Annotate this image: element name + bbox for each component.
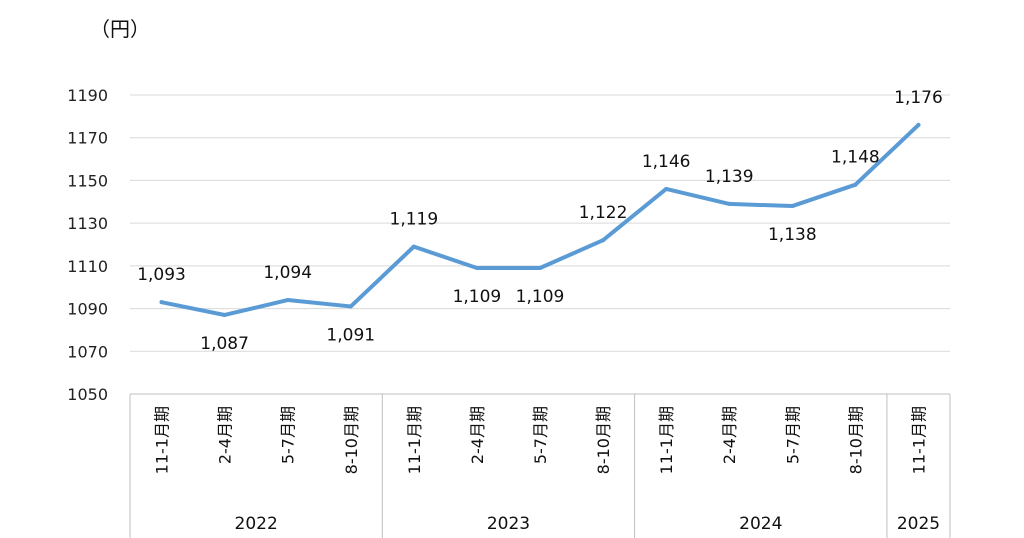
data-label: 1,087	[200, 334, 249, 354]
data-point	[601, 238, 606, 243]
x-tick-label: 11-1月期	[153, 406, 172, 474]
data-point	[916, 122, 921, 127]
data-label: 1,091	[326, 325, 375, 345]
data-label: 1,119	[390, 210, 439, 230]
year-group-label: 2025	[897, 514, 940, 534]
x-tick-label: 2-4月期	[468, 406, 487, 464]
data-point	[411, 244, 416, 249]
x-tick-label: 8-10月期	[342, 406, 361, 474]
y-tick-label: 1190	[67, 86, 108, 105]
data-label: 1,109	[516, 287, 565, 307]
y-tick-label: 1130	[67, 214, 108, 233]
year-group-label: 2024	[739, 514, 782, 534]
data-point	[664, 186, 669, 191]
x-tick-label: 8-10月期	[594, 406, 613, 474]
x-tick-label: 8-10月期	[846, 406, 865, 474]
data-point	[853, 182, 858, 187]
data-label: 1,146	[642, 152, 691, 172]
data-label: 1,139	[705, 167, 754, 187]
x-tick-label: 11-1月期	[909, 406, 928, 474]
data-label: 1,093	[137, 265, 186, 285]
x-tick-label: 11-1月期	[657, 406, 676, 474]
data-label: 1,176	[894, 88, 943, 108]
data-point	[285, 298, 290, 303]
data-point	[727, 201, 732, 206]
data-point	[159, 300, 164, 305]
data-point	[538, 265, 542, 270]
category-axis: 2022 2023 2024 2025 11-1月期 2-4月期 5-7月期 8-10月期 11…	[129, 394, 951, 538]
y-axis-unit-label: （円）	[90, 17, 150, 41]
data-label: 1,109	[453, 287, 502, 307]
data-label: 1,122	[579, 203, 628, 223]
year-group-label: 2022	[235, 514, 278, 534]
y-tick-label: 1070	[67, 342, 108, 361]
x-tick-label: 2-4月期	[720, 406, 739, 464]
series-group	[159, 122, 921, 317]
y-tick-label: 1110	[67, 257, 108, 276]
x-tick-label: 5-7月期	[531, 406, 550, 464]
data-label: 1,138	[768, 225, 817, 245]
x-tick-label: 2-4月期	[216, 406, 235, 464]
x-tick-label: 11-1月期	[405, 406, 424, 474]
y-axis-ticks: 1050 1070 1090 1110 1130 1150 1170 1190	[67, 86, 108, 404]
x-tick-label: 5-7月期	[279, 406, 298, 464]
gridlines	[130, 94, 950, 395]
data-point	[790, 204, 795, 209]
y-tick-label: 1090	[67, 300, 108, 319]
data-point	[222, 312, 227, 317]
data-labels: 1,093 1,087 1,094 1,091 1,119 1,109 1,109 1,122…	[137, 88, 943, 354]
data-label: 1,094	[263, 263, 312, 283]
y-tick-label: 1170	[67, 129, 108, 148]
y-tick-label: 1050	[67, 385, 108, 404]
x-tick-label: 5-7月期	[783, 406, 802, 464]
data-label: 1,148	[831, 148, 880, 168]
y-tick-label: 1150	[67, 171, 108, 190]
data-point	[348, 304, 353, 309]
data-point	[474, 265, 479, 270]
year-group-label: 2023	[487, 514, 530, 534]
